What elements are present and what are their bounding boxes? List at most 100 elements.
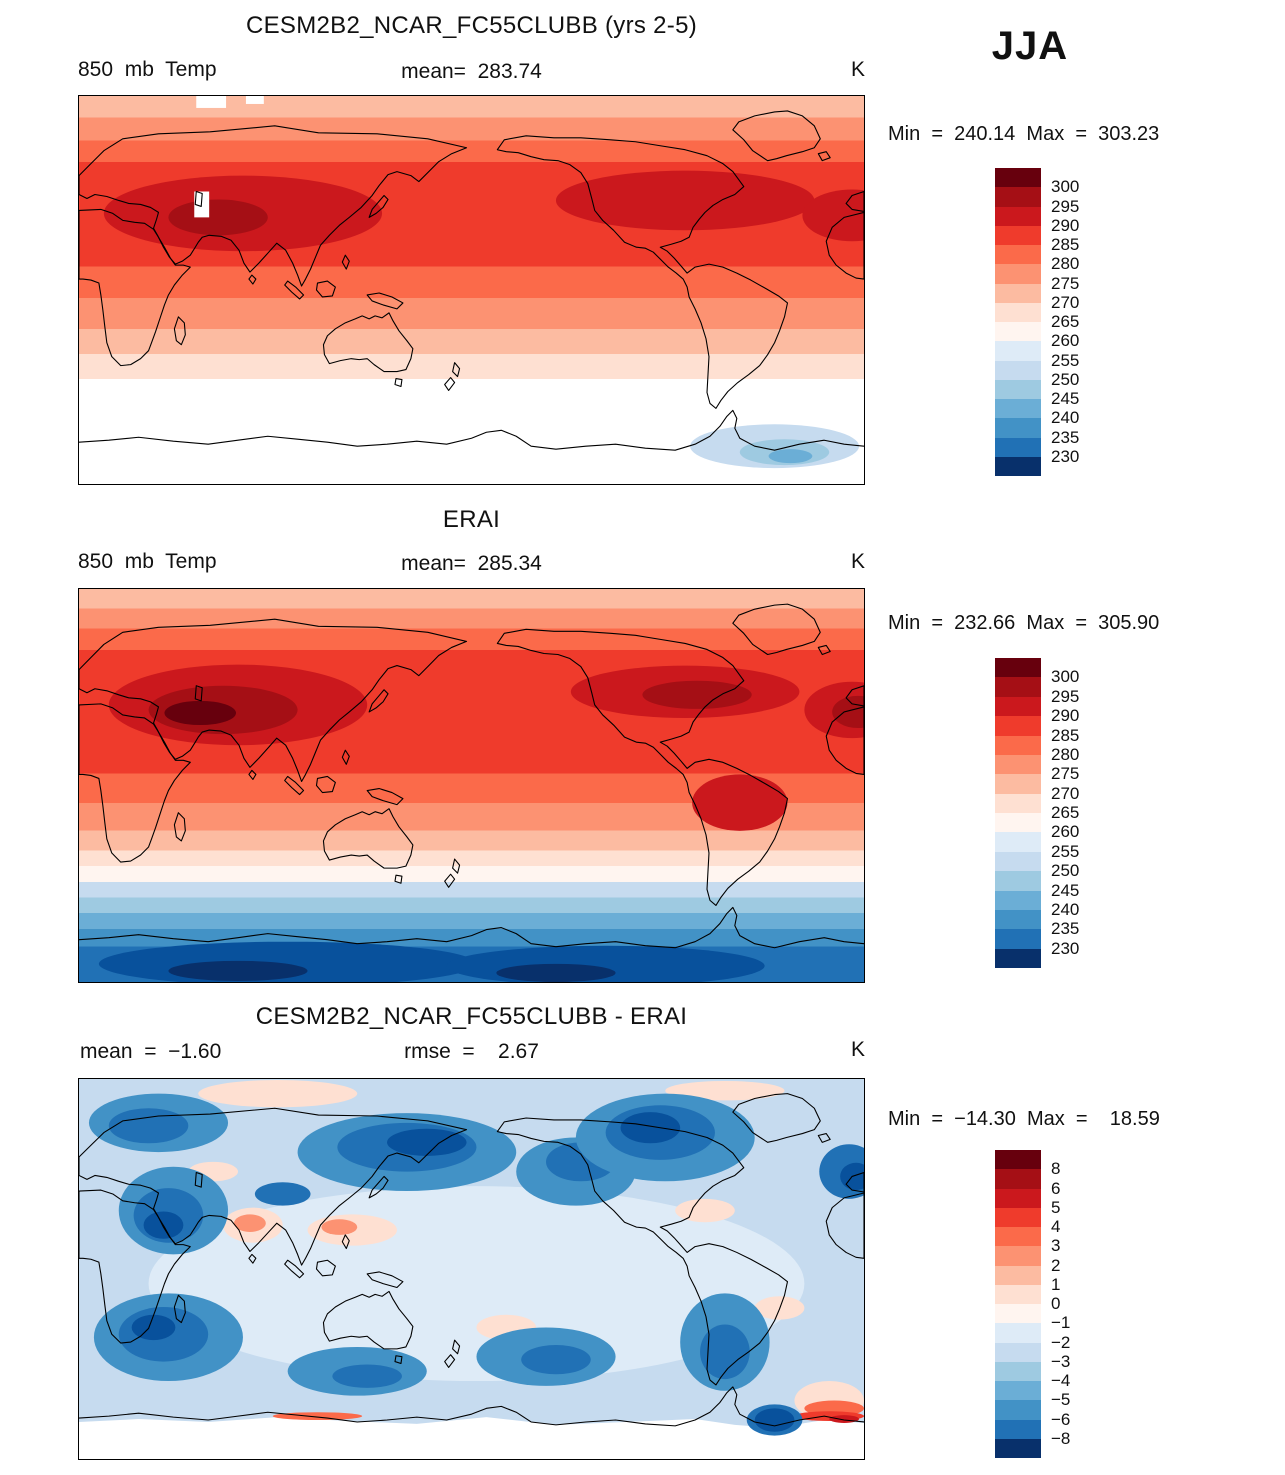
difference-map bbox=[78, 1078, 865, 1460]
colorbar-tick-label: 250 bbox=[1051, 369, 1080, 389]
colorbar-model-labels: 300 295 290 285 280 275 270 265 260 255 250 245 240 2… bbox=[1051, 168, 1121, 476]
panel-difference-title: CESM2B2_NCAR_FC55CLUBB - ERAI bbox=[255, 1003, 688, 1030]
colorbar-cell bbox=[995, 754, 1041, 775]
colorbar-cell bbox=[995, 658, 1041, 678]
colorbar-cell bbox=[995, 360, 1041, 380]
temperature-map-erai bbox=[78, 588, 865, 983]
colorbar-tick-label: 260 bbox=[1051, 331, 1080, 351]
colorbar-tick-label: 255 bbox=[1051, 350, 1080, 370]
colorbar-tick-label: −5 bbox=[1051, 1390, 1071, 1410]
colorbar-cell bbox=[995, 832, 1041, 852]
colorbar-tick-label: 275 bbox=[1051, 764, 1080, 784]
colorbar-tick-label: 235 bbox=[1051, 919, 1080, 939]
panel-model-title: CESM2B2_NCAR_FC55CLUBB (yrs 2-5) bbox=[245, 12, 698, 39]
colorbar-tick-label: 245 bbox=[1051, 880, 1080, 900]
panel-difference-minmax: Min = −14.30 Max = 18.59 bbox=[888, 1108, 1160, 1130]
colorbar-cell bbox=[995, 264, 1041, 284]
colorbar-cell bbox=[995, 774, 1041, 794]
colorbar-tick-label: −8 bbox=[1051, 1428, 1071, 1448]
colorbar-cell bbox=[995, 929, 1041, 949]
colorbar-tick-label: 240 bbox=[1051, 899, 1080, 919]
colorbar-cell bbox=[995, 245, 1041, 265]
panel-model-units-label: K bbox=[850, 58, 865, 81]
colorbar-tick-label: 6 bbox=[1051, 1178, 1061, 1198]
colorbar-tick-label: 240 bbox=[1051, 408, 1080, 428]
colorbar-cell bbox=[995, 187, 1041, 207]
colorbar-tick-label: 280 bbox=[1051, 744, 1080, 764]
colorbar-difference-labels: 8 6 5 4 3 2 1 0 −1 −2 −3 −4 −5 −6 −8 bbox=[1051, 1150, 1121, 1458]
colorbar-erai: 300 295 290 285 280 275 270 265 260 255 250 245 240 2… bbox=[995, 658, 1079, 968]
colorbar-erai-labels: 300 295 290 285 280 275 270 265 260 255 250 245 240 2… bbox=[1051, 658, 1121, 968]
colorbar-cell bbox=[995, 1150, 1041, 1170]
colorbar-tick-label: 295 bbox=[1051, 686, 1080, 706]
panel-erai-minmax: Min = 232.66 Max = 305.90 bbox=[888, 612, 1160, 634]
colorbar-tick-label: 255 bbox=[1051, 841, 1080, 861]
colorbar-tick-label: 1 bbox=[1051, 1274, 1061, 1294]
panel-model-mean-label: mean= 283.74 bbox=[401, 60, 542, 83]
colorbar-tick-label: 300 bbox=[1051, 667, 1080, 687]
colorbar-cell bbox=[995, 1419, 1041, 1439]
colorbar-tick-label: 230 bbox=[1051, 446, 1080, 466]
colorbar-cell bbox=[995, 1342, 1041, 1362]
colorbar-cell bbox=[995, 1400, 1041, 1420]
colorbar-cell bbox=[995, 1438, 1041, 1458]
colorbar-cell bbox=[995, 851, 1041, 872]
colorbar-tick-label: 300 bbox=[1051, 177, 1080, 197]
temperature-map-model bbox=[78, 95, 865, 485]
colorbar-cell bbox=[995, 206, 1041, 226]
colorbar-cell bbox=[995, 437, 1041, 457]
panel-erai-mean-label: mean= 285.34 bbox=[401, 552, 542, 575]
colorbar-cell bbox=[995, 456, 1041, 476]
colorbar-cell bbox=[995, 399, 1041, 419]
colorbar-tick-label: 270 bbox=[1051, 292, 1080, 312]
colorbar-tick-label: 295 bbox=[1051, 196, 1080, 216]
colorbar-tick-label: 230 bbox=[1051, 938, 1080, 958]
colorbar-cell bbox=[995, 379, 1041, 399]
colorbar-cell bbox=[995, 302, 1041, 322]
colorbar-cell bbox=[995, 1188, 1041, 1208]
colorbar-cell bbox=[995, 1265, 1041, 1285]
panel-model-field-label: 850 mb Temp bbox=[78, 58, 217, 81]
colorbar-cell bbox=[995, 341, 1041, 361]
colorbar-cell bbox=[995, 322, 1041, 342]
colorbar-tick-label: 260 bbox=[1051, 822, 1080, 842]
colorbar-tick-label: 285 bbox=[1051, 725, 1080, 745]
colorbar-cell bbox=[995, 1381, 1041, 1401]
colorbar-tick-label: 265 bbox=[1051, 803, 1080, 822]
colorbar-tick-label: 235 bbox=[1051, 427, 1080, 447]
colorbar-model: 300 295 290 285 280 275 270 265 260 255 250 245 240 2… bbox=[995, 168, 1079, 476]
panel-erai-field-label: 850 mb Temp bbox=[78, 550, 217, 573]
colorbar-cell bbox=[995, 1169, 1041, 1189]
colorbar-cell bbox=[995, 793, 1041, 813]
colorbar-tick-label: 8 bbox=[1051, 1159, 1061, 1179]
colorbar-cell bbox=[995, 283, 1041, 303]
colorbar-cell bbox=[995, 418, 1041, 438]
colorbar-cell bbox=[995, 871, 1041, 891]
panel-difference-units-label: K bbox=[850, 1038, 865, 1061]
colorbar-cell bbox=[995, 1227, 1041, 1247]
colorbar-cell bbox=[995, 909, 1041, 930]
panel-difference-mean-label: mean = −1.60 bbox=[80, 1040, 222, 1063]
colorbar-tick-label: 290 bbox=[1051, 215, 1080, 235]
panel-erai-units-label: K bbox=[850, 550, 865, 573]
colorbar-cell bbox=[995, 813, 1041, 833]
colorbar-cell bbox=[995, 735, 1041, 755]
colorbar-cell bbox=[995, 677, 1041, 697]
colorbar-tick-label: 245 bbox=[1051, 389, 1080, 408]
season-label: JJA bbox=[991, 24, 1069, 68]
colorbar-tick-label: 2 bbox=[1051, 1255, 1061, 1275]
colorbar-cell bbox=[995, 1361, 1041, 1381]
colorbar-cell bbox=[995, 948, 1041, 968]
colorbar-cell bbox=[995, 1246, 1041, 1266]
colorbar-tick-label: 290 bbox=[1051, 706, 1080, 726]
colorbar-cell bbox=[995, 168, 1041, 188]
colorbar-difference-cells bbox=[995, 1150, 1041, 1458]
colorbar-erai-cells bbox=[995, 658, 1041, 968]
colorbar-tick-label: −4 bbox=[1051, 1371, 1071, 1390]
colorbar-cell bbox=[995, 1304, 1041, 1324]
colorbar-model-cells bbox=[995, 168, 1041, 476]
colorbar-tick-label: −6 bbox=[1051, 1409, 1071, 1429]
colorbar-tick-label: −3 bbox=[1051, 1351, 1071, 1371]
colorbar-tick-label: 275 bbox=[1051, 273, 1080, 293]
